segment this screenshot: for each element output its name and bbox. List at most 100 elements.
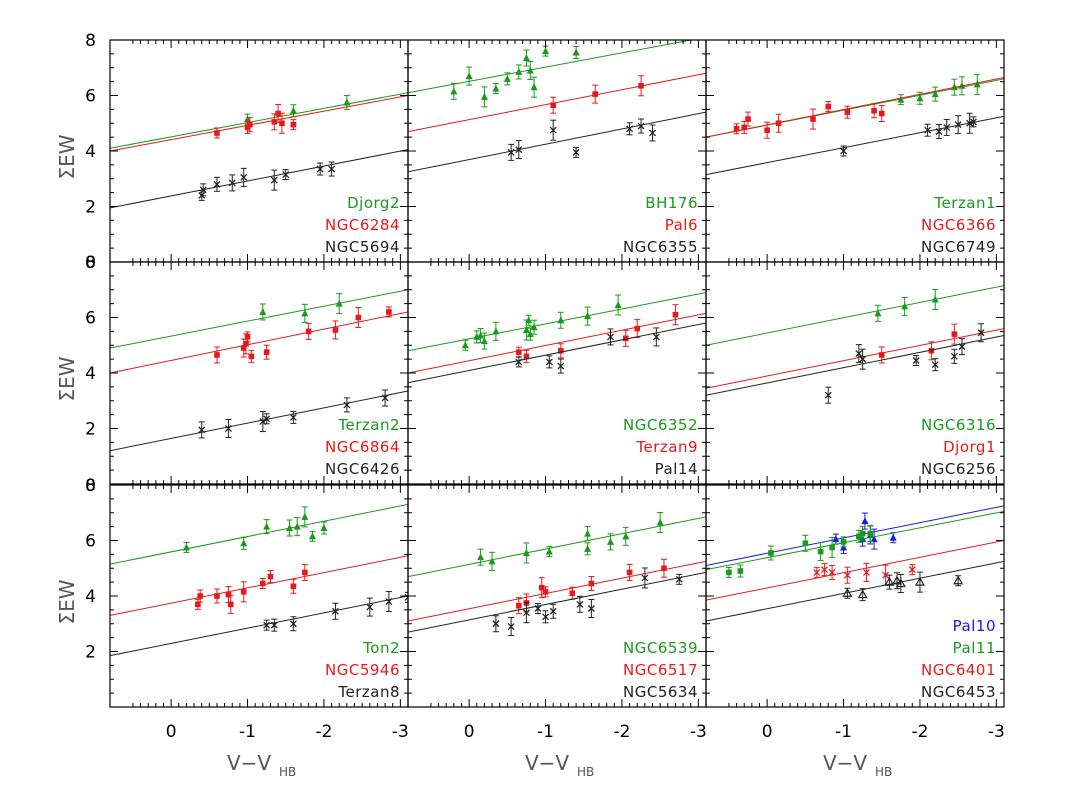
point-ngc6355	[572, 148, 580, 156]
point-pal11	[817, 548, 824, 555]
point-terzan2	[335, 299, 343, 307]
point-terzan9	[523, 353, 530, 360]
legend-label: NGC6749	[921, 238, 996, 256]
point-ton2	[240, 539, 248, 547]
point-terzan1	[931, 90, 939, 98]
point-ngc6453	[914, 576, 925, 586]
point-ngc6352	[614, 301, 622, 309]
point-ton2	[263, 522, 271, 530]
point-ngc6539	[656, 518, 664, 526]
point-ton2	[286, 524, 294, 532]
point-ngc6355	[649, 129, 656, 137]
fit-line-ngc6453	[706, 560, 1004, 622]
point-ngc6864	[240, 345, 247, 351]
point-ngc6401	[828, 568, 836, 576]
point-ngc6366	[825, 103, 832, 110]
point-ngc6352	[477, 331, 485, 339]
point-ngc6539	[488, 557, 496, 565]
point-ngc6256	[977, 329, 985, 337]
y-tick-label: 8	[85, 31, 96, 51]
point-ngc6352	[525, 316, 533, 324]
point-ngc6366	[764, 127, 770, 133]
point-ngc6352	[584, 312, 592, 320]
point-ngc6426	[263, 415, 271, 423]
y-tick-label: 6	[85, 87, 96, 107]
panel-5: NGC6352 Terzan9 Pal14	[407, 261, 707, 485]
fit-line-terzan9	[408, 312, 706, 374]
y-axis-label: ΣEW	[55, 134, 79, 179]
x-axis-label: V−V	[525, 751, 569, 775]
point-ngc5946	[302, 569, 308, 576]
y-tick-label: 0	[85, 253, 96, 273]
point-ngc6284	[271, 119, 278, 125]
legend-label: NGC6316	[921, 416, 996, 434]
x-axis-label-subscript: HB	[279, 765, 296, 779]
point-djorg2	[244, 115, 252, 123]
y-tick-label: 8	[85, 253, 96, 273]
point-ngc6749	[840, 147, 847, 155]
plot-area	[408, 40, 706, 173]
legend-label: Djorg1	[943, 438, 996, 456]
point-ngc6864	[263, 349, 270, 355]
point-terzan8	[331, 607, 339, 615]
point-ngc6539	[622, 532, 630, 540]
point-ngc6256	[855, 350, 863, 358]
point-ngc5634	[549, 607, 557, 615]
point-pal6	[550, 102, 556, 109]
point-ngc6517	[626, 569, 633, 576]
point-ngc6352	[522, 325, 530, 333]
point-bh176	[465, 72, 473, 80]
legend-label: Terzan2	[337, 416, 400, 434]
point-pal11	[726, 569, 732, 576]
y-tick-label: 0	[85, 253, 96, 273]
x-axis-label-subscript: HB	[577, 765, 594, 779]
point-ngc6256	[950, 352, 958, 360]
plot-area	[706, 285, 1004, 404]
legend-label: Terzan1	[933, 194, 996, 212]
x-tick-label: -2	[315, 722, 332, 742]
fit-line-pal11	[706, 510, 1004, 571]
fit-line-ngc6426	[110, 390, 408, 452]
point-terzan8	[263, 621, 271, 629]
point-ngc5946	[260, 580, 266, 587]
point-ngc5694	[228, 179, 236, 187]
point-ngc6401	[882, 571, 890, 579]
legend-label: NGC6401	[921, 661, 996, 679]
point-ngc5946	[227, 601, 234, 608]
fit-line-ngc5694	[110, 149, 408, 209]
point-ngc6864	[332, 327, 339, 333]
legend-label: NGC5694	[325, 238, 400, 256]
point-ngc6284	[214, 130, 220, 136]
fit-line-ngc6864	[110, 311, 408, 374]
point-ngc6256	[931, 361, 939, 369]
plot-area	[110, 92, 408, 209]
point-ngc5694	[282, 171, 290, 179]
plot-area	[408, 511, 706, 637]
legend-label: Terzan8	[337, 683, 400, 701]
point-ngc6256	[958, 343, 966, 351]
point-pal11	[856, 533, 862, 540]
point-bh176	[522, 54, 530, 62]
point-djorg2	[343, 98, 351, 106]
point-terzan1	[973, 80, 981, 88]
point-pal11	[829, 544, 835, 551]
point-ngc6453	[895, 578, 906, 588]
plot-area	[706, 73, 1004, 176]
point-terzan2	[301, 309, 309, 317]
point-ngc6539	[522, 548, 530, 556]
fit-line-ngc6355	[408, 111, 706, 173]
point-bh176	[492, 84, 500, 92]
point-ngc6284	[275, 110, 281, 117]
point-ngc5694	[328, 165, 336, 173]
fit-line-ngc6401	[706, 540, 1004, 601]
point-pal14	[545, 358, 553, 366]
point-terzan9	[672, 311, 679, 318]
plot-area	[110, 503, 408, 657]
point-pal11	[768, 550, 774, 556]
point-ngc5634	[507, 623, 515, 630]
point-pal10	[870, 535, 878, 543]
point-ngc6352	[526, 330, 534, 338]
fit-line-ngc6256	[706, 335, 1004, 396]
point-bh176	[480, 92, 488, 100]
point-bh176	[450, 87, 458, 95]
